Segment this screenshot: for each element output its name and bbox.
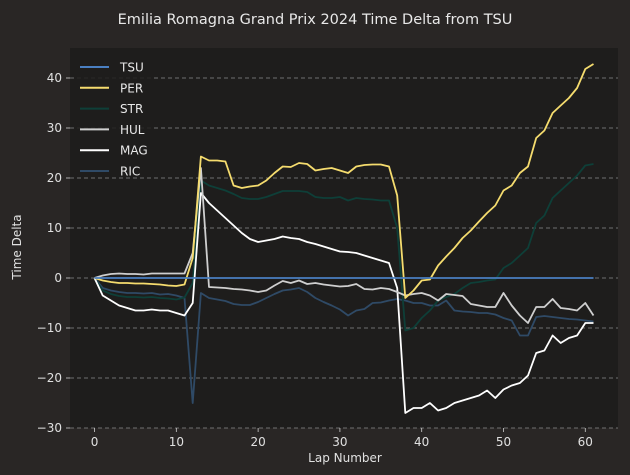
x-tick-label: 40 [414, 435, 429, 449]
x-tick-label: 0 [91, 435, 99, 449]
y-tick-label: 10 [47, 221, 62, 235]
x-tick-label: 30 [332, 435, 347, 449]
x-tick-label: 20 [250, 435, 265, 449]
legend-label-tsu: TSU [119, 61, 144, 75]
plot-area [70, 48, 618, 428]
series-line-hul [94, 167, 595, 324]
series-line-per [94, 63, 594, 299]
legend-label-mag: MAG [120, 144, 148, 158]
y-tick-label: −10 [37, 321, 62, 335]
y-tick-label: −20 [37, 371, 62, 385]
y-tick-label: −30 [37, 421, 62, 435]
legend-label-ric: RIC [120, 165, 140, 179]
legend: TSU PER STR HUL MAG RIC [76, 54, 154, 179]
series-lines [93, 63, 595, 414]
x-tick-label: 10 [169, 435, 184, 449]
legend-label-str: STR [120, 102, 143, 116]
x-axis-label: Lap Number [308, 451, 382, 465]
chart-title: Emilia Romagna Grand Prix 2024 Time Delt… [118, 12, 513, 28]
y-tick-label: 0 [54, 271, 62, 285]
x-axis-ticks: 0 10 20 30 40 50 60 [91, 428, 593, 449]
y-axis-label: Time Delta [10, 214, 24, 280]
y-tick-label: 20 [47, 171, 62, 185]
x-tick-label: 60 [578, 435, 593, 449]
legend-box [76, 54, 154, 174]
series-line-mag [93, 192, 594, 414]
legend-label-hul: HUL [120, 123, 145, 137]
x-tick-label: 50 [496, 435, 511, 449]
series-line-ric [93, 277, 594, 404]
series-line-str [93, 163, 594, 332]
legend-label-per: PER [120, 81, 143, 95]
y-tick-label: 30 [47, 121, 62, 135]
y-axis-ticks: −30 −20 −10 0 10 20 30 40 [37, 71, 70, 435]
y-tick-label: 40 [47, 71, 62, 85]
